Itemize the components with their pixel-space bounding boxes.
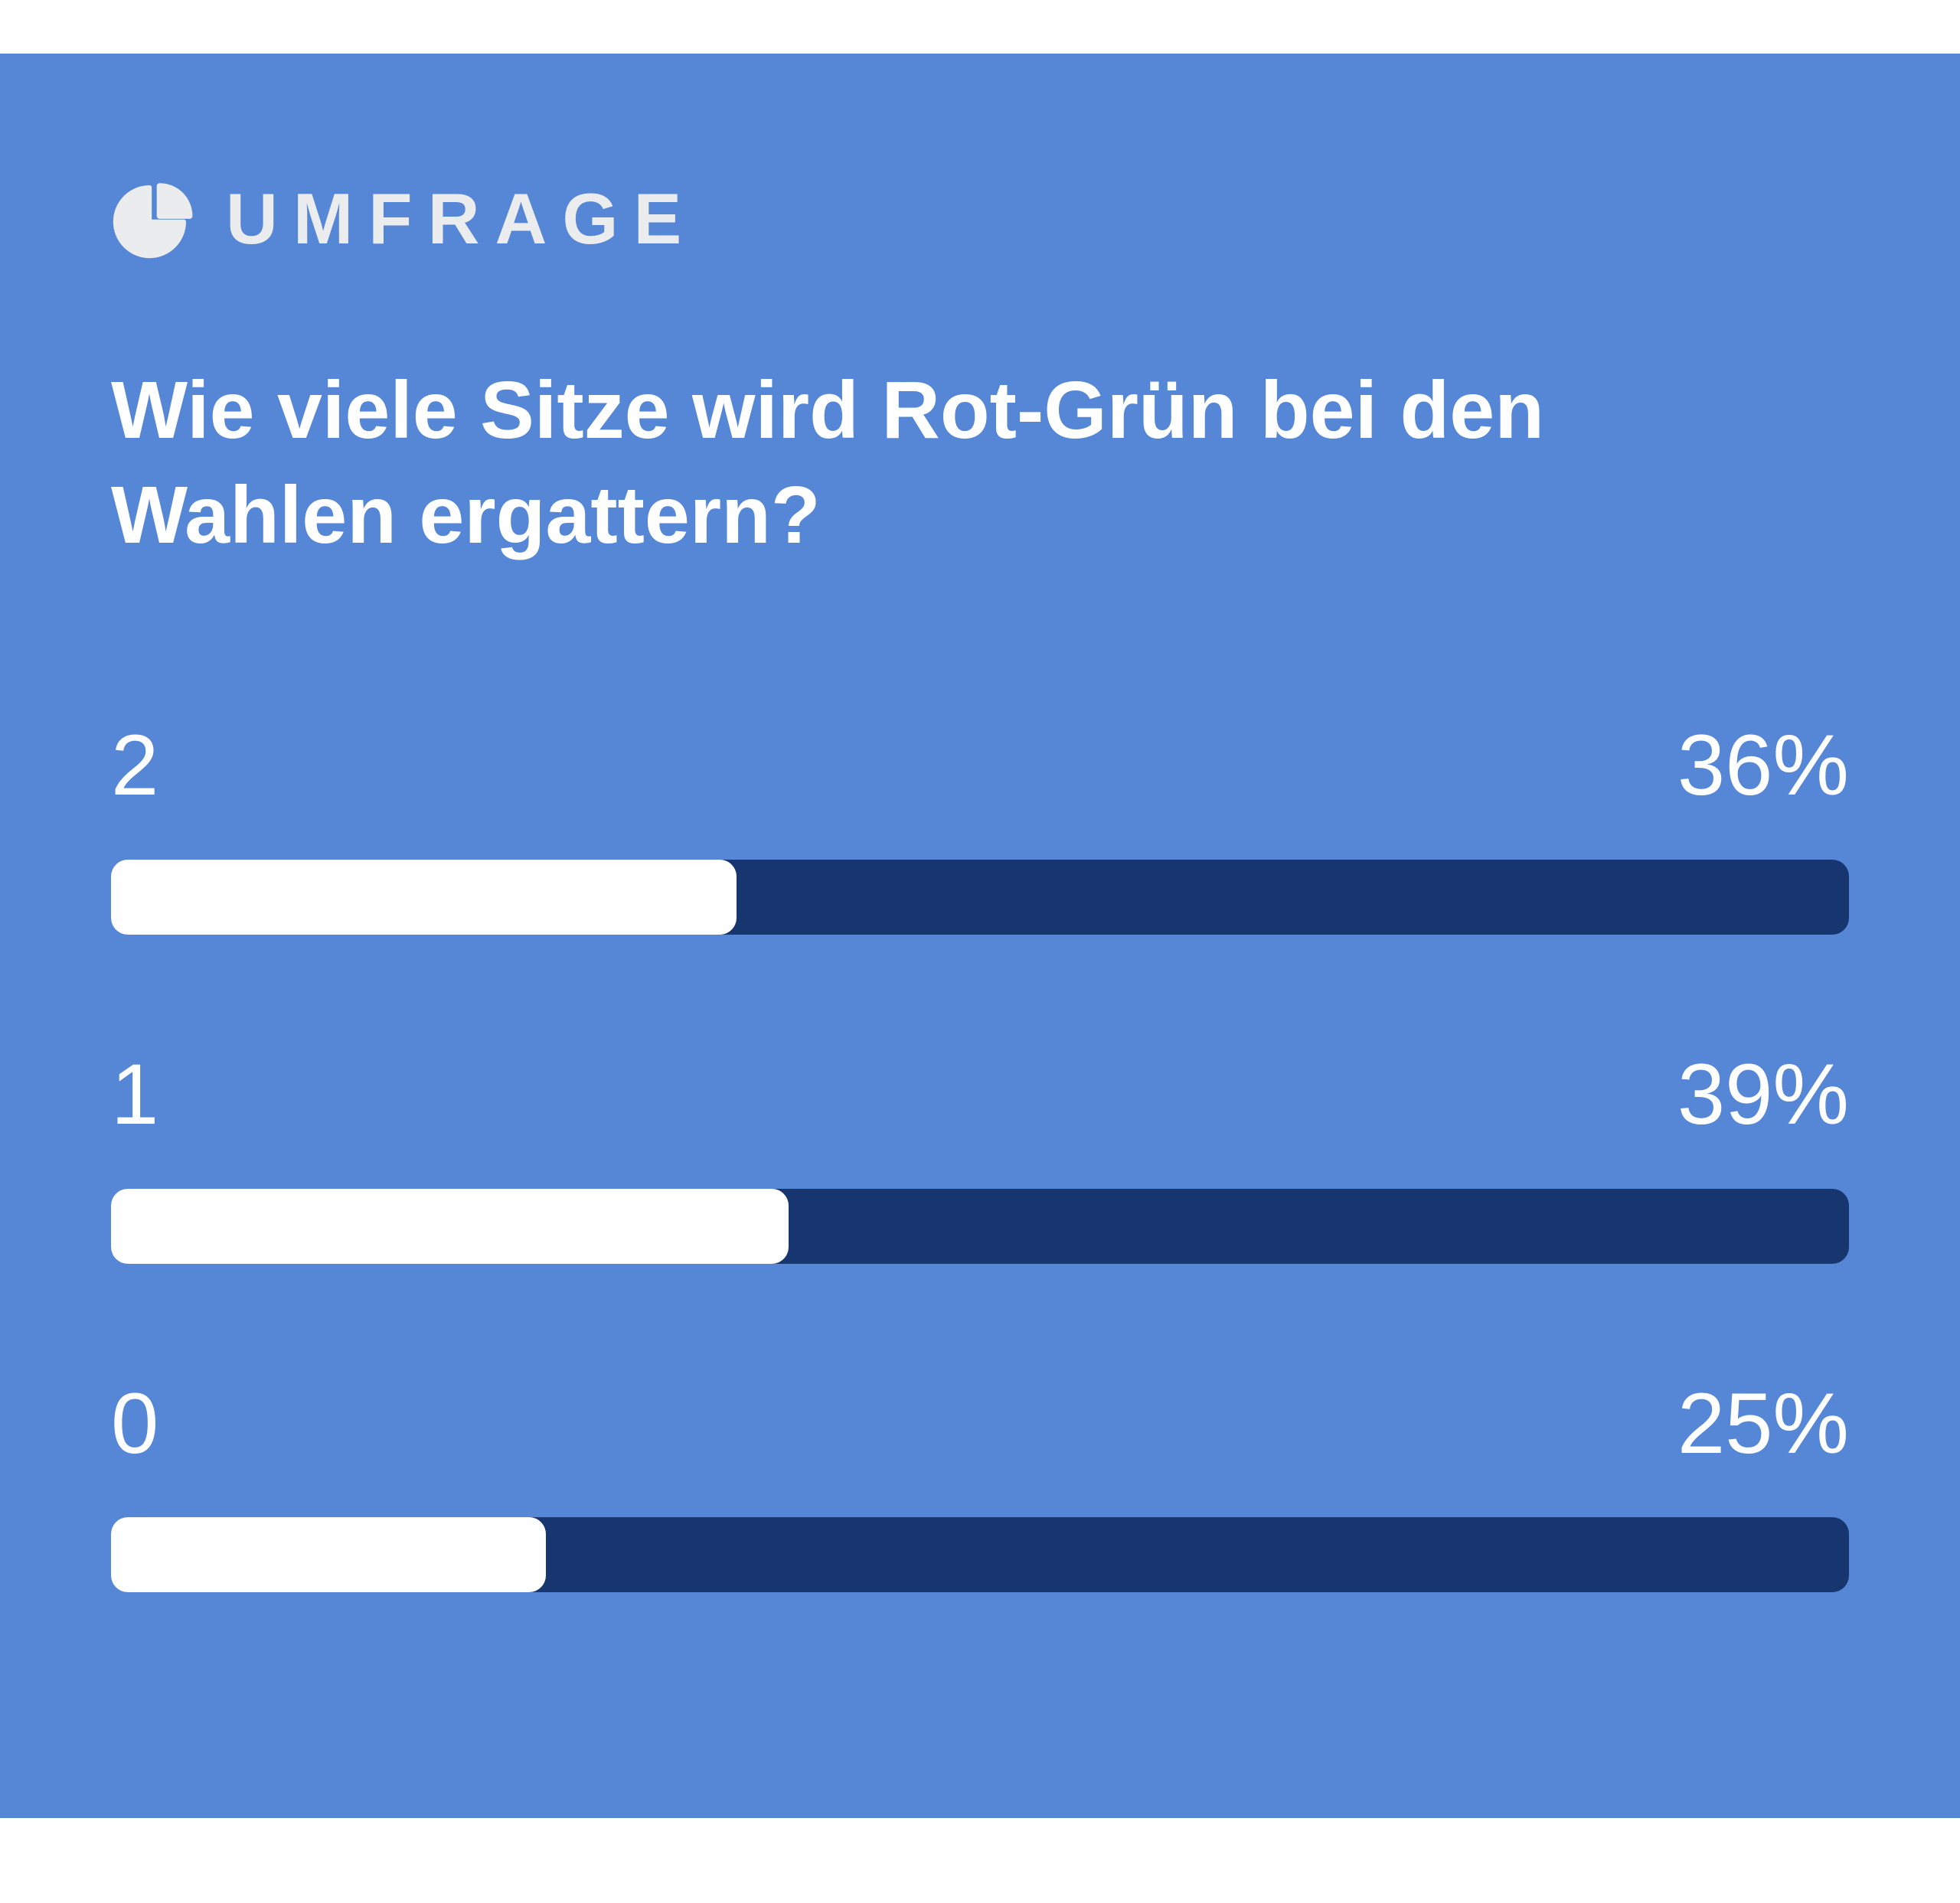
poll-bar-fill <box>111 1188 789 1264</box>
option-percent: 25% <box>1677 1375 1849 1471</box>
poll-options: 2 36% 1 39% 0 25% <box>111 720 1849 1593</box>
option-percent: 36% <box>1677 717 1849 814</box>
option-percent: 39% <box>1677 1046 1849 1143</box>
poll-bar-fill <box>111 860 737 935</box>
poll-option: 2 36% <box>111 720 1849 935</box>
option-label: 0 <box>111 1375 159 1471</box>
poll-card: UMFRAGE Wie viele Sitze wird Rot-Grün be… <box>0 54 1960 1818</box>
option-meta: 2 36% <box>111 720 1849 811</box>
poll-bar-track[interactable] <box>111 860 1849 935</box>
option-label: 1 <box>111 1046 159 1143</box>
option-meta: 1 39% <box>111 1049 1849 1140</box>
poll-option: 0 25% <box>111 1379 1849 1593</box>
poll-bar-track[interactable] <box>111 1188 1849 1264</box>
poll-bar-fill <box>111 1517 546 1593</box>
option-label: 2 <box>111 717 159 814</box>
poll-bar-track[interactable] <box>111 1517 1849 1593</box>
poll-option: 1 39% <box>111 1049 1849 1264</box>
poll-header: UMFRAGE <box>111 175 1849 260</box>
poll-kicker-label: UMFRAGE <box>226 178 697 259</box>
option-meta: 0 25% <box>111 1379 1849 1469</box>
pie-chart-icon <box>111 175 197 260</box>
poll-question: Wie viele Sitze wird Rot-Grün bei den Wa… <box>111 365 1544 560</box>
